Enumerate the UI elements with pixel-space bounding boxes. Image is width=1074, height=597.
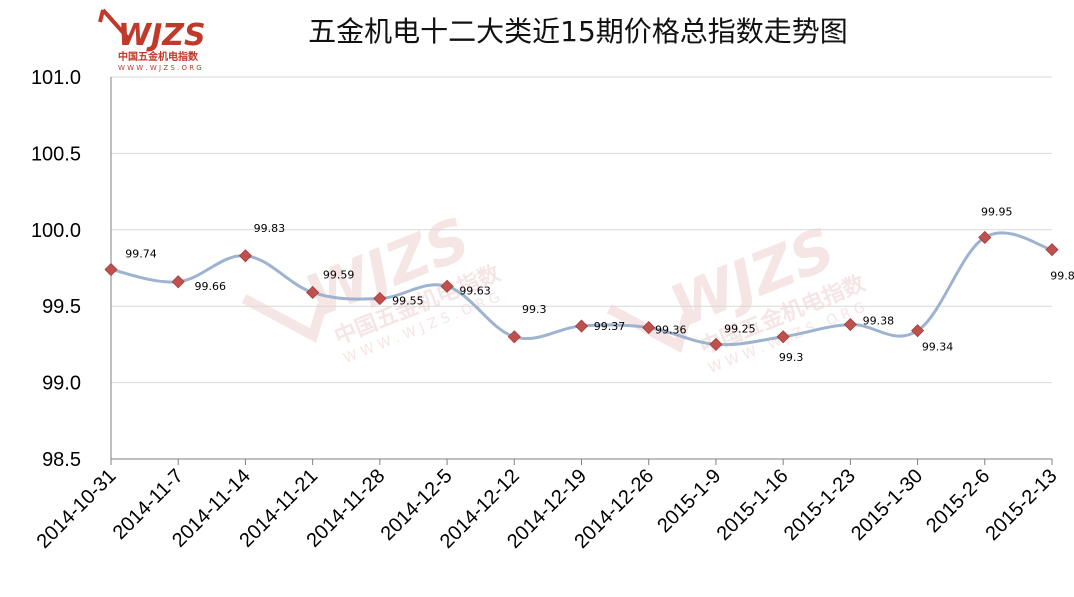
data-label: 99.38 (863, 315, 895, 328)
series-markers (104, 230, 1059, 351)
data-point (373, 291, 387, 306)
x-tick-label: 2015-1-23 (780, 465, 860, 545)
data-label: 99.3 (779, 351, 804, 364)
y-tick-label: 101.0 (31, 67, 81, 89)
data-point (776, 330, 790, 344)
x-tick-label: 2015-2-13 (981, 465, 1061, 545)
logo-cn: 中国五金机电指数 (118, 50, 199, 63)
data-label: 99.66 (194, 280, 226, 293)
data-label: 99.63 (459, 284, 491, 297)
logo-arrow-icon (98, 8, 130, 40)
y-tick-label: 100.5 (31, 143, 81, 165)
data-point (911, 324, 925, 338)
data-point (709, 337, 723, 351)
data-label: 99.74 (125, 248, 157, 261)
data-point (104, 262, 118, 277)
x-axis-ticks: 2014-10-312014-11-72014-11-142014-11-212… (33, 459, 1062, 553)
logo: WJZS 中国五金机电指数 W W W . W J Z S . O R G (98, 8, 206, 72)
data-point (642, 321, 656, 335)
y-axis-ticks: 98.5 99.0 99.5 100.0 100.5 101.0 (31, 67, 81, 471)
y-tick-label: 99.5 (42, 296, 81, 318)
data-label: 99.25 (724, 322, 756, 335)
data-point (306, 285, 320, 300)
watermark: WJZS 中国五金机电指数 W W W . W J Z S . O R G WJ… (241, 204, 870, 377)
data-label: 99.59 (323, 268, 355, 281)
data-point (574, 319, 589, 333)
data-point (507, 330, 521, 344)
data-label: 99.34 (922, 341, 954, 354)
gridlines (111, 76, 1052, 384)
data-label: 99.37 (594, 320, 626, 333)
x-tick-label: 2014-10-31 (33, 465, 121, 553)
data-label: 99.55 (392, 295, 424, 308)
data-label: 99.95 (981, 205, 1013, 218)
data-point (238, 249, 252, 263)
chart-title: 五金机电十二大类近15期价格总指数走势图 (308, 15, 848, 48)
x-tick-label: 2015-1-16 (713, 465, 793, 545)
data-label: 99.3 (522, 303, 547, 316)
data-label: 99.87 (1050, 270, 1074, 283)
x-tick-label: 2015-1-30 (847, 465, 927, 545)
y-tick-label: 100.0 (31, 220, 81, 242)
axes (110, 77, 1052, 460)
logo-mark: WJZS (118, 18, 206, 53)
data-point (978, 230, 992, 245)
data-label: 99.36 (655, 324, 687, 337)
data-point (1045, 243, 1059, 257)
data-point (440, 279, 454, 293)
logo-url: W W W . W J Z S . O R G (118, 64, 202, 72)
y-tick-label: 98.5 (42, 449, 81, 471)
data-labels: 99.74 99.66 99.83 99.59 99.55 99.63 99.3 99.37 9… (125, 205, 1074, 363)
data-point (171, 275, 185, 289)
y-tick-label: 99.0 (42, 373, 81, 395)
data-label: 99.83 (254, 222, 286, 235)
data-point (843, 317, 857, 332)
